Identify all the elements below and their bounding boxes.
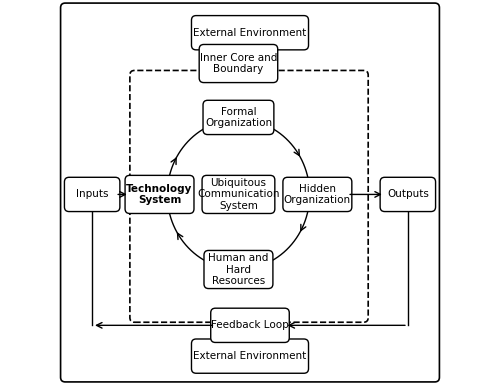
FancyBboxPatch shape [204, 251, 273, 289]
Text: Outputs: Outputs [387, 189, 429, 199]
FancyBboxPatch shape [192, 16, 308, 50]
FancyBboxPatch shape [199, 45, 278, 83]
Text: Human and
Hard
Resources: Human and Hard Resources [208, 253, 268, 286]
Text: Inner Core and
Boundary: Inner Core and Boundary [200, 53, 277, 74]
FancyBboxPatch shape [210, 308, 290, 343]
FancyBboxPatch shape [283, 177, 352, 212]
FancyBboxPatch shape [60, 3, 440, 382]
Text: Ubiquitous
Communication
System: Ubiquitous Communication System [197, 178, 280, 211]
FancyBboxPatch shape [130, 70, 368, 322]
FancyBboxPatch shape [125, 176, 194, 214]
Text: Feedback Loop: Feedback Loop [211, 320, 289, 330]
Text: Formal
Organization: Formal Organization [205, 107, 272, 128]
FancyBboxPatch shape [202, 176, 275, 214]
FancyBboxPatch shape [192, 339, 308, 373]
FancyBboxPatch shape [64, 177, 120, 212]
Text: Inputs: Inputs [76, 189, 108, 199]
Text: Technology
System: Technology System [126, 184, 192, 205]
Text: Hidden
Organization: Hidden Organization [284, 184, 351, 205]
FancyBboxPatch shape [203, 100, 274, 135]
FancyBboxPatch shape [380, 177, 436, 212]
Text: External Environment: External Environment [194, 351, 306, 361]
Text: External Environment: External Environment [194, 28, 306, 38]
